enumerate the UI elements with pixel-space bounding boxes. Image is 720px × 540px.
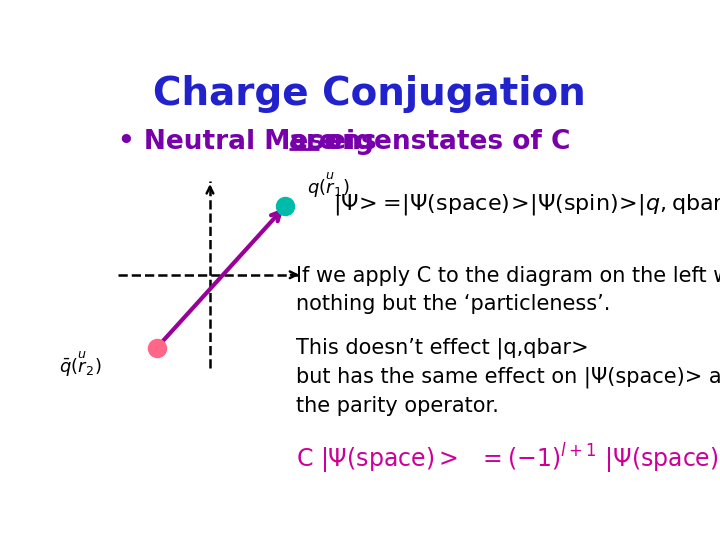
Text: • Neutral Mesons: • Neutral Mesons xyxy=(118,129,386,155)
Text: eigenstates of C: eigenstates of C xyxy=(320,129,571,155)
Text: are: are xyxy=(289,129,338,155)
Text: This doesn’t effect |q,qbar>
but has the same effect on |Ψ(space)> as if we’d us: This doesn’t effect |q,qbar> but has the… xyxy=(297,337,720,416)
Text: Charge Conjugation: Charge Conjugation xyxy=(153,75,585,113)
Text: $|\Psi\!>\!=\!|\Psi(\mathrm{space})\!>\!|\Psi(\mathrm{spin})\!>\!|q,\mathrm{qbar: $|\Psi\!>\!=\!|\Psi(\mathrm{space})\!>\!… xyxy=(333,192,720,217)
Text: C $|\Psi(\mathrm{space})>$  $= (-1)^{l+1}$ $|\Psi(\mathrm{space})>$: C $|\Psi(\mathrm{space})>$ $= (-1)^{l+1}… xyxy=(297,441,720,476)
Text: If we apply C to the diagram on the left we change
nothing but the ‘particleness: If we apply C to the diagram on the left… xyxy=(297,266,720,314)
Text: $q(\overset{u}{r}_1)$: $q(\overset{u}{r}_1)$ xyxy=(307,171,349,200)
Text: $\bar{q}(\overset{u}{r}_2)$: $\bar{q}(\overset{u}{r}_2)$ xyxy=(59,349,102,379)
